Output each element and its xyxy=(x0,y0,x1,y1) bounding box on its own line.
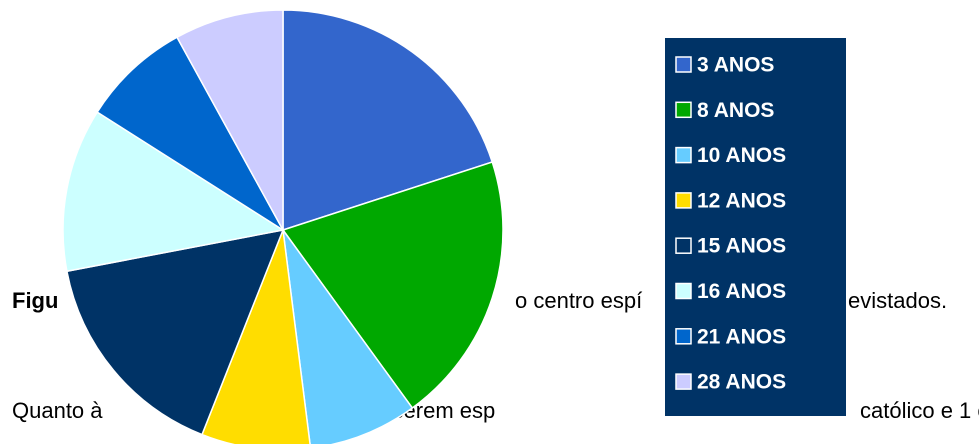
legend-label: 12 ANOS xyxy=(697,189,786,212)
pie-slice xyxy=(175,9,284,231)
legend-swatch xyxy=(675,192,692,209)
legend-label: 28 ANOS xyxy=(697,371,786,394)
legend-label: 15 ANOS xyxy=(697,235,786,258)
legend-label: 8 ANOS xyxy=(697,99,774,122)
legend-box xyxy=(665,38,846,416)
legend-swatch xyxy=(675,328,692,345)
legend-swatch xyxy=(675,373,692,390)
pie-slice xyxy=(96,36,284,231)
pie-slice xyxy=(62,111,286,273)
pie-slice xyxy=(282,229,414,444)
legend: 3 ANOS 8 ANOS 10 ANOS 12 ANOS 15 ANOS 16 ANOS… xyxy=(675,54,786,394)
document-text-fragment: Figu xyxy=(12,288,58,313)
legend-label: 16 ANOS xyxy=(697,280,786,303)
document-text-fragment: católico e 1 c xyxy=(860,398,979,423)
legend-swatch xyxy=(675,101,692,119)
document-text-fragment: Quanto à xyxy=(12,398,103,423)
legend-label: 21 ANOS xyxy=(697,325,786,348)
document-text-fragment: o centro espí xyxy=(515,288,642,313)
pie-slice xyxy=(66,229,285,436)
pie-slice xyxy=(201,229,311,444)
pie-slice xyxy=(282,9,494,232)
document-text-fragment: evistados. xyxy=(848,288,947,313)
legend-swatch xyxy=(675,146,692,164)
legend-label: 3 ANOS xyxy=(697,54,774,77)
pie-slice xyxy=(281,161,504,410)
pie xyxy=(62,9,504,444)
legend-swatch xyxy=(675,56,692,73)
legend-swatch xyxy=(675,282,692,300)
legend-label: 10 ANOS xyxy=(697,144,786,167)
legend-swatch xyxy=(675,237,692,254)
